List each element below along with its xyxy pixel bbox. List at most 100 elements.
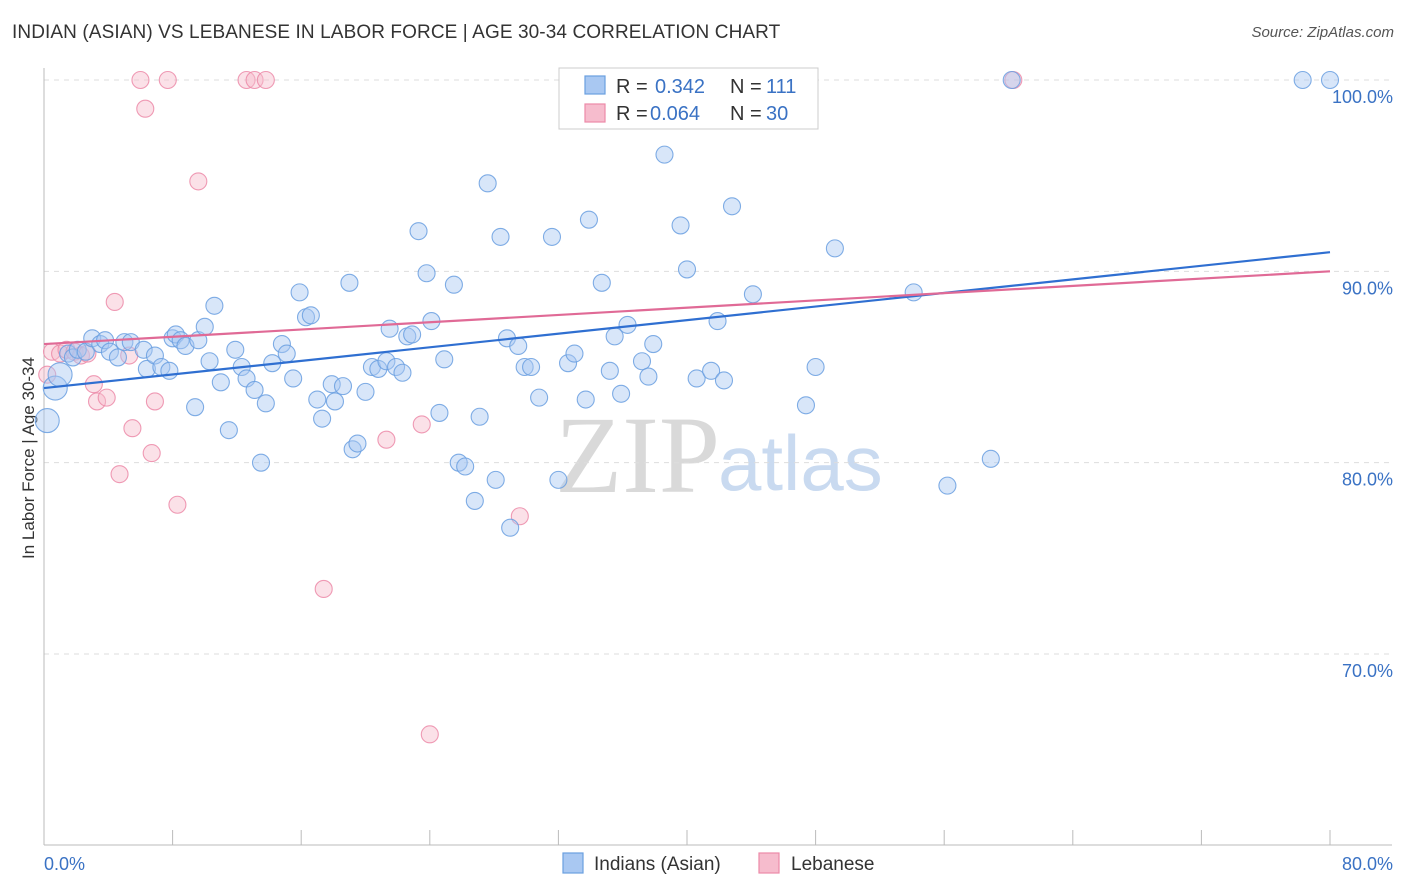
indians-point	[1002, 70, 1021, 90]
indians-point	[470, 407, 489, 426]
indians-point	[435, 350, 454, 369]
indians-point	[186, 398, 205, 417]
indians-point	[205, 296, 224, 315]
indians-point	[108, 348, 127, 367]
legend-swatch-indians	[584, 75, 606, 95]
indians-point	[486, 470, 505, 489]
legend-r-value-indians: 0.342	[655, 76, 705, 98]
legend-swatch-lebanese	[584, 103, 606, 123]
x-ticks	[172, 830, 1331, 845]
y-tick-labels: 70.0% 80.0% 90.0% 100.0%	[1332, 87, 1393, 681]
lebanese-point	[412, 415, 431, 434]
lebanese-trend-line	[43, 270, 1331, 346]
indians-point	[592, 273, 611, 292]
lebanese-point	[131, 70, 150, 90]
indians-point	[530, 388, 549, 407]
lebanese-point	[87, 392, 107, 411]
indians-point	[1293, 70, 1312, 90]
legend-n-value-indians: 111	[766, 76, 796, 98]
indians-point	[981, 449, 1000, 468]
x-tick-label-min: 0.0%	[44, 854, 85, 874]
y-tick-label-90: 90.0%	[1342, 278, 1393, 298]
stats-legend: R = 0.342 N = 111 R = 0.064 N = 30	[558, 67, 819, 130]
indians-point	[702, 361, 721, 380]
indians-point	[322, 375, 341, 394]
indians-point	[356, 382, 375, 401]
indians-point	[42, 375, 68, 401]
indians-point	[714, 371, 734, 390]
bottom-legend-lebanese: Lebanese	[791, 854, 874, 875]
indians-point	[272, 334, 291, 354]
source-label: Source: ZipAtlas.com	[1251, 24, 1394, 41]
indians-point	[1320, 70, 1340, 90]
series-legend: Indians (Asian) Lebanese	[562, 852, 874, 875]
indians-point	[417, 264, 436, 283]
legend-n-label-indians: N =	[730, 76, 762, 98]
lebanese-point	[420, 725, 439, 744]
lebanese-point	[110, 465, 129, 484]
indians-point	[501, 518, 520, 537]
indians-point	[308, 390, 327, 409]
lebanese-point	[145, 392, 164, 411]
indians-point	[115, 333, 134, 352]
indians-point	[325, 392, 345, 411]
indians-point	[313, 409, 332, 428]
indians-point	[403, 325, 422, 344]
indians-point	[340, 273, 359, 292]
lebanese-point	[158, 70, 177, 90]
indians-point	[380, 319, 399, 338]
indians-point	[226, 340, 245, 359]
indians-point	[722, 197, 742, 216]
lebanese-point	[123, 419, 142, 438]
indians-points	[34, 70, 1340, 537]
indians-point	[806, 357, 825, 377]
indians-point	[343, 440, 362, 459]
indians-point	[639, 367, 658, 386]
indians-point	[708, 312, 727, 331]
indians-point	[904, 283, 923, 302]
indians-point	[145, 346, 164, 365]
indians-point	[612, 384, 631, 403]
y-tick-label-80: 80.0%	[1342, 470, 1393, 490]
indians-point	[290, 283, 309, 302]
bottom-swatch-lebanese	[758, 852, 780, 874]
indians-point	[251, 453, 271, 472]
indians-point	[444, 275, 463, 294]
indians-point	[743, 285, 762, 304]
chart-title: INDIAN (ASIAN) VS LEBANESE IN LABOR FORC…	[12, 22, 781, 43]
indians-point	[284, 369, 303, 388]
y-tick-label-100: 100.0%	[1332, 87, 1393, 107]
indians-point	[393, 363, 412, 382]
indians-point	[301, 306, 320, 325]
indians-point	[456, 457, 475, 476]
lebanese-point	[38, 365, 57, 384]
indians-point	[632, 352, 652, 371]
indians-point	[491, 227, 510, 246]
legend-r-value-lebanese: 0.064	[650, 103, 700, 125]
indians-point	[195, 317, 214, 336]
lebanese-point	[105, 292, 124, 311]
indians-point	[579, 210, 598, 229]
lebanese-point	[189, 172, 208, 191]
trend-lines	[43, 251, 1331, 390]
indians-point	[160, 361, 179, 380]
indians-point	[576, 390, 595, 409]
x-tick-label-max: 80.0%	[1342, 854, 1393, 874]
indians-point	[655, 145, 674, 164]
indians-point	[200, 352, 219, 371]
indians-point	[600, 361, 619, 380]
indians-point	[671, 216, 690, 235]
lebanese-point	[314, 579, 333, 598]
indians-point	[687, 369, 706, 388]
indians-point	[515, 357, 534, 377]
indians-point	[34, 408, 60, 434]
indians-point	[565, 344, 584, 363]
lebanese-point	[256, 70, 275, 90]
indians-point	[348, 434, 367, 453]
indians-point	[47, 362, 73, 388]
indians-point	[558, 354, 578, 373]
indians-point	[245, 380, 264, 400]
lebanese-point	[97, 388, 116, 407]
lebanese-point	[377, 430, 396, 449]
